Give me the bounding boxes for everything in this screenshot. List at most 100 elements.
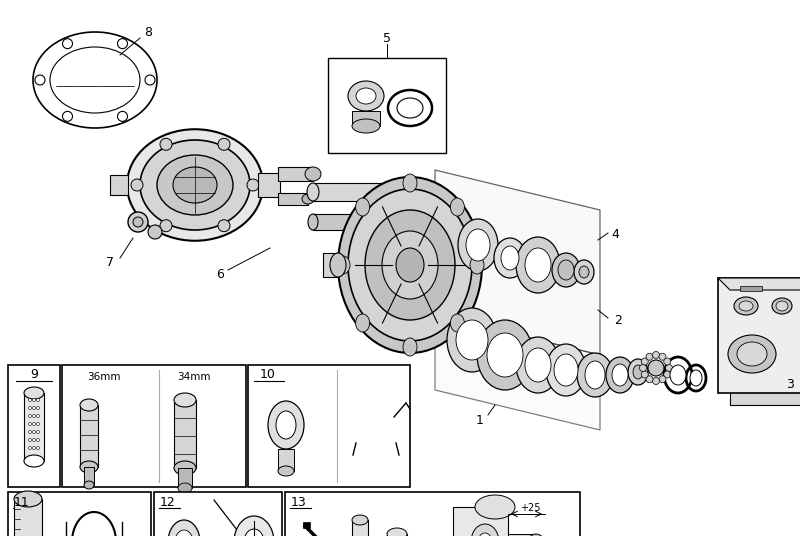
Bar [174, 400, 196, 468]
Circle shape [133, 217, 143, 227]
Text: 1: 1 [476, 413, 484, 427]
Ellipse shape [516, 237, 560, 293]
Ellipse shape [478, 533, 492, 536]
Ellipse shape [84, 481, 94, 489]
Ellipse shape [528, 534, 544, 536]
Ellipse shape [447, 308, 497, 372]
Circle shape [653, 377, 659, 384]
Bar [740, 286, 762, 291]
Circle shape [666, 364, 673, 371]
Bar [278, 449, 294, 471]
Circle shape [642, 371, 648, 378]
Circle shape [37, 438, 39, 442]
Ellipse shape [397, 98, 423, 118]
Circle shape [128, 212, 148, 232]
Text: 12: 12 [160, 495, 176, 509]
Text: +25: +25 [520, 503, 540, 513]
Ellipse shape [24, 387, 44, 399]
Bar [352, 520, 368, 536]
Ellipse shape [612, 364, 628, 386]
Ellipse shape [690, 370, 702, 386]
Ellipse shape [356, 314, 370, 332]
Ellipse shape [670, 365, 686, 385]
Circle shape [642, 358, 648, 365]
Circle shape [639, 364, 646, 371]
Text: 8: 8 [144, 26, 152, 39]
Ellipse shape [175, 530, 193, 536]
Ellipse shape [554, 354, 578, 386]
Bar [154, 492, 282, 536]
Circle shape [247, 179, 259, 191]
Ellipse shape [558, 260, 574, 280]
Bar [14, 499, 42, 536]
Ellipse shape [174, 461, 196, 475]
Ellipse shape [338, 177, 482, 353]
Bar [730, 290, 800, 405]
Ellipse shape [633, 365, 643, 379]
Circle shape [218, 138, 230, 150]
Ellipse shape [352, 119, 380, 133]
Circle shape [37, 446, 39, 450]
Ellipse shape [456, 320, 488, 360]
Circle shape [62, 39, 73, 49]
Ellipse shape [734, 297, 758, 315]
Bar [278, 193, 308, 205]
Ellipse shape [403, 174, 417, 192]
Ellipse shape [173, 167, 217, 203]
Circle shape [118, 39, 127, 49]
Ellipse shape [336, 256, 350, 274]
Ellipse shape [244, 529, 264, 536]
Circle shape [29, 422, 31, 426]
Circle shape [37, 430, 39, 434]
Bar [258, 173, 280, 197]
Circle shape [218, 220, 230, 232]
Ellipse shape [80, 399, 98, 411]
Circle shape [33, 398, 35, 401]
Bar [328, 58, 446, 153]
Ellipse shape [307, 183, 319, 201]
Circle shape [664, 358, 670, 365]
Ellipse shape [475, 495, 515, 519]
Circle shape [29, 438, 31, 442]
Ellipse shape [466, 229, 490, 261]
Circle shape [659, 376, 666, 383]
Text: 10: 10 [260, 369, 276, 382]
Ellipse shape [525, 348, 551, 382]
Ellipse shape [50, 47, 140, 113]
Circle shape [35, 75, 45, 85]
Ellipse shape [127, 129, 263, 241]
Bar [278, 167, 313, 181]
Ellipse shape [470, 256, 484, 274]
Ellipse shape [387, 528, 407, 536]
Text: 7: 7 [106, 256, 114, 269]
Bar [248, 365, 410, 487]
Ellipse shape [302, 194, 314, 204]
Ellipse shape [421, 187, 431, 197]
Ellipse shape [174, 393, 196, 407]
Ellipse shape [308, 214, 318, 230]
Ellipse shape [168, 520, 200, 536]
Circle shape [37, 398, 39, 401]
Text: 34mm: 34mm [178, 372, 210, 382]
Text: 6: 6 [216, 269, 224, 281]
Bar [313, 214, 393, 230]
Ellipse shape [579, 266, 589, 278]
Bar [80, 405, 98, 467]
Ellipse shape [140, 140, 250, 230]
Bar [84, 467, 94, 485]
Bar [313, 183, 408, 201]
Text: 36mm: 36mm [87, 372, 121, 382]
Bar [8, 492, 151, 536]
Ellipse shape [330, 253, 346, 277]
Ellipse shape [516, 337, 560, 393]
Circle shape [148, 225, 162, 239]
Ellipse shape [348, 189, 472, 341]
Circle shape [664, 371, 670, 378]
Ellipse shape [14, 491, 42, 507]
Circle shape [160, 138, 172, 150]
Bar [285, 492, 580, 536]
Ellipse shape [577, 353, 613, 397]
Ellipse shape [501, 246, 519, 270]
Ellipse shape [365, 210, 455, 320]
Bar [62, 365, 246, 487]
